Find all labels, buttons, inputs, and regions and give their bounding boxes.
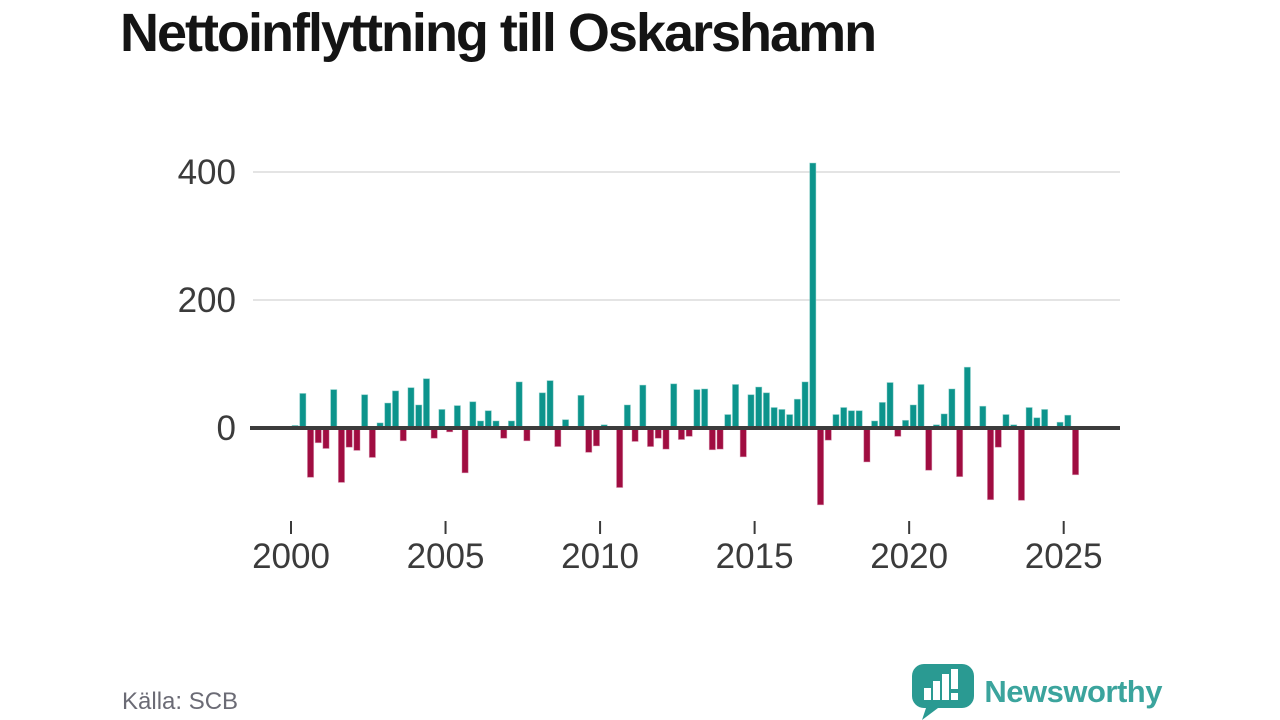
bar-2022-Q3 [987,427,995,501]
bar-2000-Q3 [307,427,315,478]
bar-2006-Q2 [484,410,492,429]
bar-2022-Q2 [979,405,987,429]
bar-2004-Q4 [438,409,446,429]
bar-2010-Q4 [623,404,631,429]
newsworthy-wordmark: Newsworthy [984,674,1162,709]
bar-2001-Q3 [337,427,345,483]
x-tick-label-2010: 2010 [561,537,639,576]
bar-2011-Q1 [631,427,639,442]
bar-2020-Q3 [925,427,933,471]
bar-2008-Q2 [546,380,554,429]
x-tick-label-2020: 2020 [870,537,948,576]
bar-2017-Q1 [817,427,825,506]
bar-2008-Q1 [538,392,546,429]
bar-2009-Q4 [592,427,600,447]
y-tick-label-400: 400 [178,153,236,192]
bar-2013-Q4 [716,427,724,450]
bar-2015-Q3 [770,407,778,429]
newsworthy-branding: Newsworthy [912,664,1162,720]
bar-2004-Q1 [415,404,423,429]
bar-2012-Q2 [670,383,678,429]
bar-2017-Q4 [840,407,848,429]
bar-2010-Q3 [616,427,624,488]
bar-2003-Q4 [407,387,415,429]
y-tick-label-0: 0 [217,409,236,448]
bar-2014-Q1 [724,414,732,429]
bar-2024-Q2 [1041,409,1049,429]
bar-2004-Q2 [422,378,430,429]
bar-2018-Q1 [847,410,855,429]
bar-2020-Q1 [909,404,917,429]
bar-2009-Q2 [577,394,585,429]
bar-2002-Q2 [361,394,369,429]
bar-2014-Q2 [732,384,740,429]
bar-2000-Q4 [314,427,322,444]
bar-2001-Q4 [345,427,353,448]
x-tick-label-2000: 2000 [252,537,330,576]
bar-2016-Q2 [793,398,801,429]
bar-2016-Q3 [801,381,809,429]
bar-2023-Q4 [1025,407,1033,429]
bar-2001-Q1 [322,427,330,449]
bar-2015-Q1 [755,386,763,429]
bar-2000-Q2 [299,393,307,429]
bar-2021-Q4 [963,366,971,429]
bar-2014-Q4 [747,394,755,429]
bar-2019-Q1 [878,402,886,429]
bar-2007-Q2 [515,381,523,429]
chart-title: Nettoinflyttning till Oskarshamn [120,3,877,63]
bar-2003-Q2 [392,390,400,429]
bar-2013-Q2 [701,388,709,429]
bar-2002-Q1 [353,427,361,451]
source-attribution: Källa: SCB [122,688,239,715]
bar-2008-Q3 [554,427,562,447]
bar-2013-Q3 [708,427,716,451]
bar-2002-Q3 [368,427,376,458]
bar-2012-Q1 [662,427,670,450]
bar-2011-Q3 [647,427,655,447]
x-tick-label-2025: 2025 [1025,537,1103,576]
bar-2005-Q3 [461,427,469,474]
bar-2022-Q4 [994,427,1002,448]
bar-2003-Q1 [384,402,392,429]
bar-2023-Q1 [1002,414,1010,429]
bar-2018-Q3 [863,427,871,463]
bar-2013-Q1 [693,389,701,429]
bar-2018-Q2 [855,410,863,429]
bar-2023-Q3 [1017,427,1025,501]
bar-2020-Q2 [917,384,925,429]
bar-2025-Q2 [1072,427,1080,476]
bar-2005-Q2 [453,405,461,429]
x-tick-label-2015: 2015 [716,537,794,576]
y-tick-label-200: 200 [178,281,236,320]
bar-2016-Q4 [809,162,817,429]
bar-2005-Q4 [469,401,477,429]
bar-2021-Q1 [940,413,948,429]
bar-2015-Q2 [762,392,770,429]
x-tick-label-2005: 2005 [407,537,485,576]
bar-2015-Q4 [778,409,786,429]
bar-2014-Q3 [739,427,747,458]
bar-2011-Q2 [639,384,647,429]
newsworthy-logo-icon [912,664,975,720]
bar-2001-Q2 [330,389,338,429]
bar-2021-Q3 [956,427,964,478]
bar-2019-Q2 [886,382,894,429]
bar-2021-Q2 [948,388,956,429]
bar-2016-Q1 [786,414,794,429]
bar-2009-Q3 [585,427,593,453]
bar-2017-Q3 [832,414,840,429]
